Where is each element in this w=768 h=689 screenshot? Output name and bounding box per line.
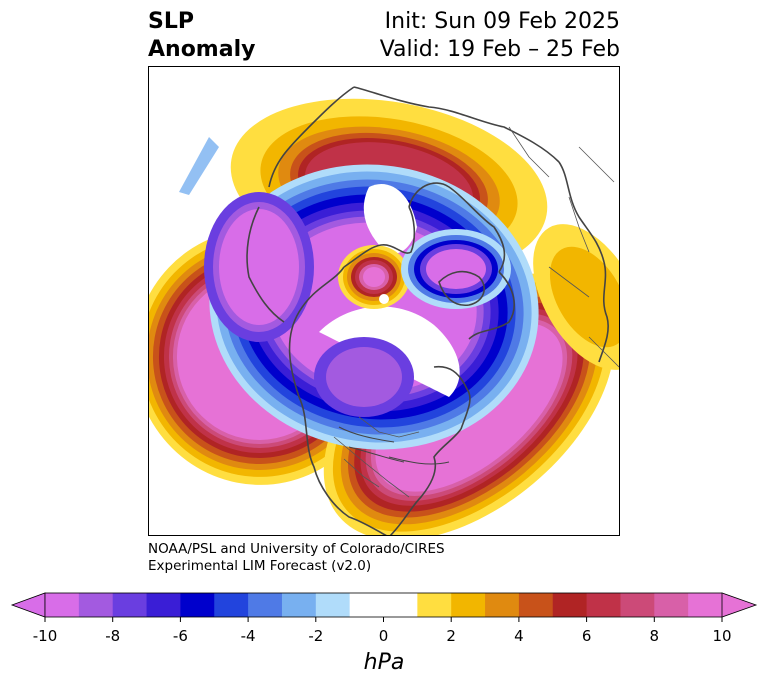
colorbar-swatch	[552, 593, 588, 617]
colorbar-swatch	[349, 593, 384, 617]
colorbar-tick-label: 8	[650, 627, 660, 645]
country-borders	[333, 126, 619, 498]
title-variable-line2: Anomaly	[148, 37, 256, 62]
colorbar-tick-label: -2	[308, 627, 323, 645]
colorbar-unit-label: hPa	[364, 650, 405, 675]
anomaly-barents-high	[401, 229, 511, 309]
colorbar-swatch	[518, 593, 554, 617]
colorbar-swatch	[112, 593, 148, 617]
anomaly-arctic-center	[338, 245, 410, 309]
colorbar-swatch	[654, 593, 689, 617]
colorbar-tick-label: -4	[241, 627, 256, 645]
title-variable-line1: SLP	[148, 9, 194, 34]
colorbar-tick-label: 0	[379, 627, 389, 645]
colorbar-tick-label: -6	[173, 627, 188, 645]
colorbar-swatch	[417, 593, 452, 617]
credit-line1: NOAA/PSL and University of Colorado/CIRE…	[148, 541, 445, 557]
colorbar-tick-label: -8	[105, 627, 120, 645]
colorbar-tick-label: 4	[514, 627, 524, 645]
map-title-variable: SLP Anomaly	[148, 8, 255, 64]
colorbar-swatch	[485, 593, 520, 617]
pacific-sliver	[179, 137, 219, 195]
colorbar-swatch	[78, 593, 114, 617]
colorbar-swatch	[180, 593, 215, 617]
credit-line2: Experimental LIM Forecast (v2.0)	[148, 558, 372, 574]
colorbar-tick-label: 10	[712, 627, 731, 645]
colorbar-swatch	[586, 593, 621, 617]
colorbar-swatch	[45, 593, 80, 617]
colorbar-swatch	[281, 593, 317, 617]
colorbar-swatch	[620, 593, 655, 617]
colorbar-swatch	[688, 593, 723, 617]
colorbar-swatch	[451, 593, 486, 617]
map-title-dates: Init: Sun 09 Feb 2025 Valid: 19 Feb – 25…	[380, 8, 620, 64]
credit-text: NOAA/PSL and University of Colorado/CIRE…	[148, 541, 445, 575]
colorbar-swatch	[248, 593, 283, 617]
colorbar-ticks: -10 -8 -6 -4 -2 0 2 4 6 8 10	[33, 617, 732, 645]
anomaly-centralcanada-high	[314, 337, 414, 417]
colorbar-tick-label: -10	[33, 627, 58, 645]
coastlines	[246, 86, 609, 535]
colorbar-svg: -10 -8 -6 -4 -2 0 2 4 6 8 10 hPa	[10, 592, 758, 675]
slp-anomaly-map	[148, 66, 620, 536]
colorbar-swatches	[10, 592, 758, 618]
colorbar: -10 -8 -6 -4 -2 0 2 4 6 8 10 hPa	[0, 585, 768, 685]
colorbar-extend-min	[10, 592, 46, 618]
colorbar-swatch	[383, 593, 418, 617]
colorbar-tick-label: 6	[582, 627, 592, 645]
colorbar-tick-label: 2	[446, 627, 456, 645]
colorbar-swatch	[214, 593, 249, 617]
init-date-label: Init: Sun 09 Feb 2025	[384, 9, 620, 34]
valid-date-label: Valid: 19 Feb – 25 Feb	[379, 37, 620, 62]
colorbar-swatch	[146, 593, 181, 617]
colorbar-extend-max	[721, 592, 758, 618]
anomaly-eastsiberia-high	[204, 192, 314, 342]
map-canvas	[149, 86, 619, 535]
colorbar-swatch	[315, 593, 351, 617]
